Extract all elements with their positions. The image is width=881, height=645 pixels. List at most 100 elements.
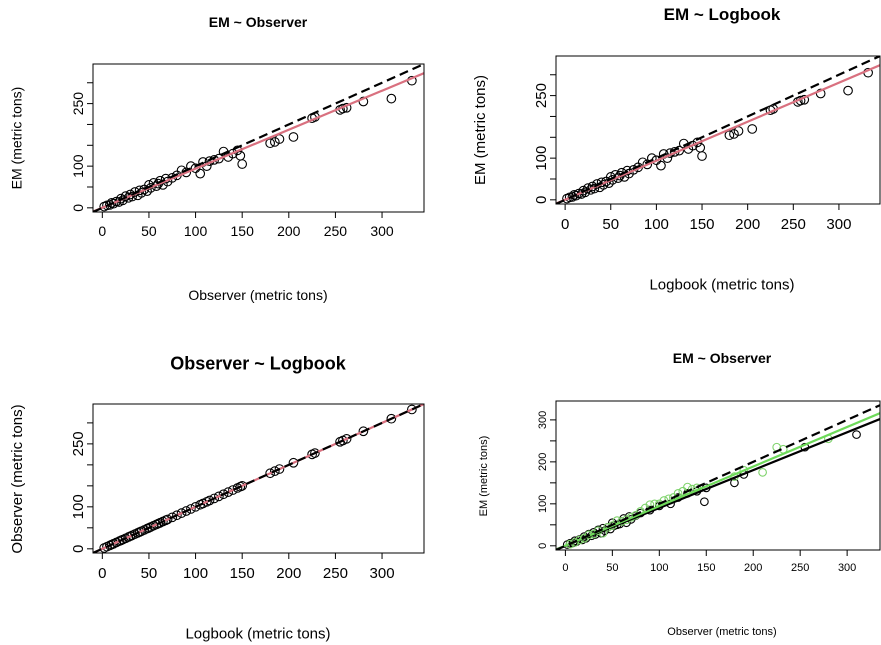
- x-tick-label: 0: [561, 216, 569, 233]
- x-tick-label: 100: [644, 216, 669, 233]
- data-point: [697, 151, 707, 161]
- data-point: [172, 510, 182, 521]
- data-point: [265, 138, 276, 149]
- y-tick-label: 200: [537, 453, 549, 471]
- y-tick-label: 0: [533, 196, 550, 204]
- data-point: [186, 504, 196, 514]
- y-tick-label: 100: [537, 495, 549, 513]
- reference-line: [556, 56, 880, 204]
- y-tick-label: 100: [70, 154, 86, 178]
- x-tick-label: 0: [562, 562, 568, 574]
- data-point: [656, 160, 666, 171]
- data-point: [209, 493, 220, 504]
- x-tick-label: 150: [697, 562, 715, 574]
- y-axis-label: EM (metric tons): [472, 75, 489, 185]
- x-tick-label: 300: [826, 216, 851, 233]
- data-point: [852, 430, 861, 439]
- data-point: [218, 489, 229, 500]
- data-point: [235, 150, 246, 161]
- plot-area: [93, 404, 424, 553]
- chart-title: EM ~ Observer: [673, 350, 772, 366]
- x-tick-label: 200: [276, 565, 301, 582]
- x-tick-label: 50: [606, 562, 618, 574]
- data-point: [386, 413, 397, 424]
- x-axis-label: Logbook (metric tons): [649, 276, 794, 293]
- x-tick-label: 300: [370, 565, 395, 582]
- data-point: [575, 535, 584, 545]
- data-point: [730, 478, 739, 488]
- plot-area: [556, 404, 880, 550]
- chart-panel-2: 0 100 250 0 50 100 150 200 250 300 EM ~ Logbook Log…: [472, 5, 881, 293]
- data-point: [204, 495, 215, 506]
- reference-line: [93, 404, 424, 553]
- data-point: [341, 433, 352, 444]
- plot-frame: [92, 63, 425, 213]
- data-point: [214, 491, 224, 502]
- x-tick-label: 100: [650, 562, 668, 574]
- data-point: [162, 514, 173, 525]
- fit-line: [93, 72, 424, 212]
- chart-panel-3: 0 100 250 0 50 100 150 200 250 300 Observer ~ Logb…: [9, 353, 425, 642]
- x-tick-label: 250: [791, 562, 809, 574]
- chart-panel-1: 0 100 250 0 50 100 150 200 250 300 EM ~ Observer Ob…: [9, 14, 425, 303]
- data-point: [176, 508, 187, 518]
- x-tick-label: 300: [370, 223, 394, 239]
- data-point: [700, 497, 709, 507]
- y-tick-label: 300: [537, 411, 549, 429]
- x-tick-label: 150: [230, 565, 255, 582]
- data-point: [288, 132, 299, 142]
- plot-frame: [92, 403, 425, 554]
- y-tick-label: 0: [70, 545, 87, 553]
- reference-line: [556, 404, 880, 550]
- data-point: [269, 137, 280, 147]
- data-point: [310, 448, 320, 458]
- y-axis-label: EM (metric tons): [478, 436, 490, 517]
- data-point: [758, 468, 767, 477]
- x-tick-label: 100: [184, 223, 208, 239]
- chart-title: EM ~ Observer: [209, 14, 308, 30]
- data-point: [223, 487, 234, 497]
- y-axis-label: Observer (metric tons): [9, 404, 26, 553]
- x-tick-label: 150: [231, 223, 255, 239]
- data-point: [628, 164, 639, 175]
- data-point: [407, 404, 417, 415]
- data-point: [358, 96, 369, 107]
- x-tick-label: 50: [141, 565, 158, 582]
- x-tick-label: 250: [781, 216, 806, 233]
- data-point: [181, 506, 192, 516]
- plot-frame: [555, 400, 881, 551]
- x-tick-label: 200: [744, 562, 762, 574]
- data-point: [615, 170, 625, 181]
- y-tick-label: 0: [537, 543, 549, 549]
- data-point: [167, 512, 178, 523]
- x-tick-label: 200: [735, 216, 760, 233]
- fit-line: [556, 412, 880, 550]
- x-tick-label: 250: [324, 223, 348, 239]
- data-point: [181, 167, 192, 178]
- data-point: [237, 159, 248, 169]
- x-tick-label: 200: [277, 223, 301, 239]
- reference-line: [93, 64, 424, 212]
- data-point: [237, 480, 248, 491]
- plot-area: [93, 64, 424, 212]
- data-point: [747, 124, 758, 134]
- data-point: [358, 426, 369, 437]
- x-tick-label: 0: [98, 565, 106, 582]
- y-tick-label: 0: [70, 204, 86, 212]
- x-axis-label: Logbook (metric tons): [185, 625, 330, 642]
- data-point: [195, 168, 206, 179]
- x-tick-label: 0: [98, 223, 106, 239]
- x-tick-label: 50: [602, 216, 619, 233]
- x-tick-label: 100: [183, 565, 208, 582]
- plot-area: [556, 56, 880, 204]
- x-axis-label: Observer (metric tons): [188, 287, 327, 303]
- plot-frame: [555, 55, 881, 205]
- data-point: [386, 93, 397, 104]
- data-point: [274, 464, 285, 474]
- x-tick-label: 250: [323, 565, 348, 582]
- chart-title: Observer ~ Logbook: [170, 353, 347, 373]
- x-axis-label: Observer (metric tons): [667, 626, 776, 638]
- y-axis-label: EM (metric tons): [9, 87, 25, 190]
- y-tick-label: 250: [533, 83, 550, 108]
